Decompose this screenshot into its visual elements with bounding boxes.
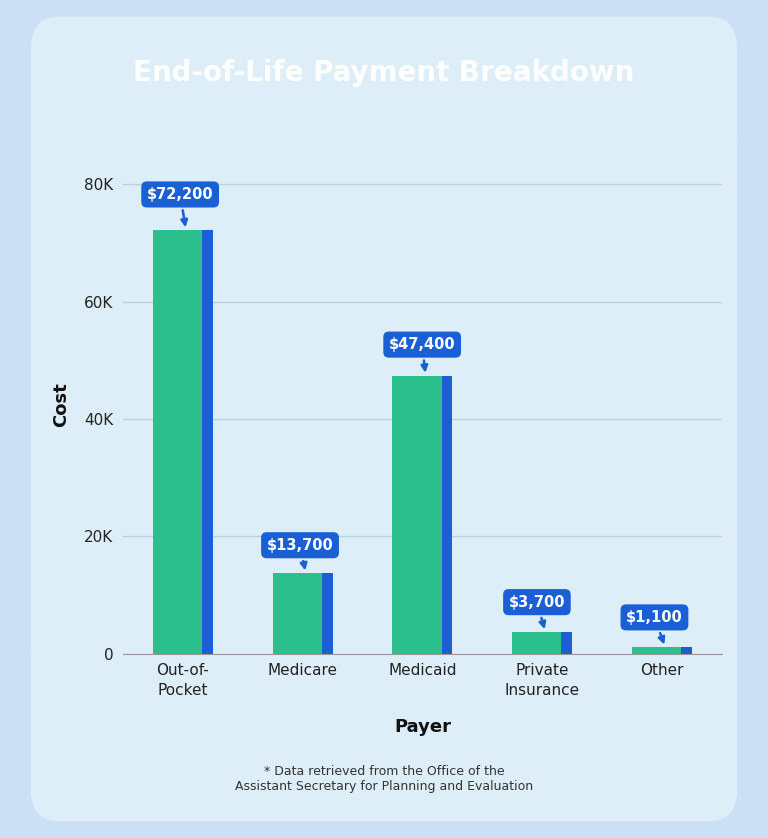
Bar: [392, 375, 452, 654]
FancyBboxPatch shape: [31, 17, 737, 821]
Bar: [681, 647, 692, 654]
Text: * Data retrieved from the Office of the
Assistant Secretary for Planning and Eva: * Data retrieved from the Office of the …: [235, 765, 533, 794]
Text: $13,700: $13,700: [266, 538, 333, 568]
Bar: [322, 573, 333, 654]
Text: $47,400: $47,400: [389, 337, 455, 370]
Bar: [632, 647, 692, 654]
Text: $1,100: $1,100: [626, 610, 683, 642]
Text: End-of-Life Payment Breakdown: End-of-Life Payment Breakdown: [134, 59, 634, 87]
Bar: [561, 632, 572, 654]
Y-axis label: Cost: Cost: [52, 382, 70, 427]
Text: $3,700: $3,700: [508, 595, 565, 627]
Bar: [273, 573, 333, 654]
Bar: [442, 375, 452, 654]
Bar: [153, 230, 213, 654]
Bar: [512, 632, 572, 654]
Text: $72,200: $72,200: [147, 187, 214, 225]
X-axis label: Payer: Payer: [394, 717, 451, 736]
Bar: [202, 230, 213, 654]
